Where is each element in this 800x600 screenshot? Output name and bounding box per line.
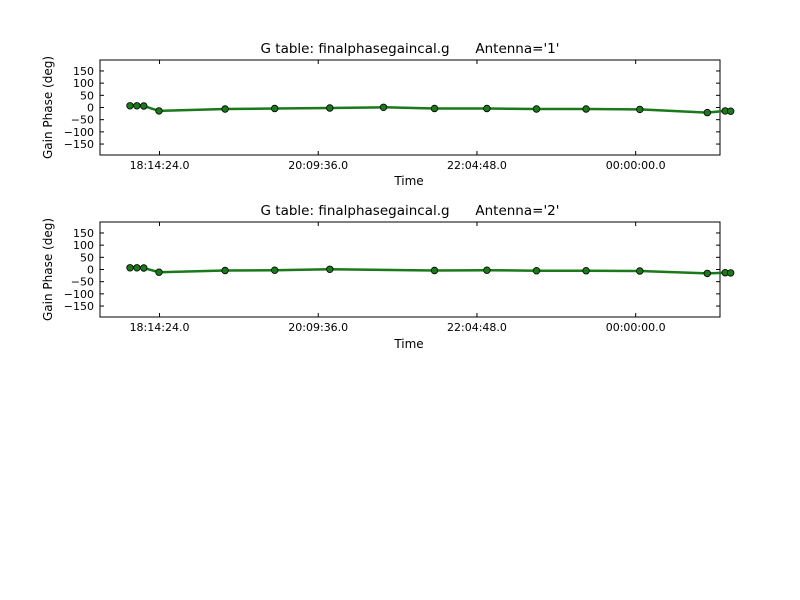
series-line — [130, 104, 731, 114]
subplot-antenna-2: G table: finalphasegaincal.g Antenna='2'… — [41, 203, 735, 351]
data-point — [326, 104, 334, 112]
x-tick-label: 18:14:24.0 — [130, 321, 190, 334]
y-tick-label: 0 — [87, 264, 94, 277]
data-point — [532, 267, 541, 275]
data-point — [140, 102, 148, 110]
x-tick-label: 00:00:00.0 — [606, 159, 666, 172]
x-tick-label: 20:09:36.0 — [288, 321, 348, 334]
x-axis-label: Time — [393, 174, 423, 188]
data-point — [483, 104, 491, 113]
data-point — [532, 105, 541, 113]
data-point — [326, 265, 334, 273]
data-point — [221, 105, 229, 113]
data-point — [271, 266, 279, 274]
data-point — [379, 103, 388, 111]
y-tick-label: 100 — [73, 77, 94, 90]
data-point — [430, 104, 439, 113]
data-series — [126, 102, 735, 117]
chart-title: G table: finalphasegaincal.g Antenna='1' — [261, 41, 560, 57]
y-tick-label: −50 — [71, 114, 94, 127]
y-tick-label: 150 — [73, 227, 94, 240]
data-point — [155, 107, 163, 115]
data-point — [636, 105, 644, 114]
data-point — [636, 267, 644, 275]
x-tick-label: 22:04:48.0 — [447, 159, 507, 172]
y-tick-label: −150 — [64, 138, 94, 151]
y-axis-label: Gain Phase (deg) — [41, 218, 55, 321]
data-point — [271, 104, 279, 113]
data-point — [483, 266, 491, 274]
y-axis-label: Gain Phase (deg) — [41, 56, 55, 159]
y-tick-label: 0 — [87, 102, 94, 115]
data-point — [582, 267, 590, 275]
data-point — [133, 264, 141, 272]
y-tick-label: −150 — [64, 300, 94, 313]
data-point — [140, 264, 148, 272]
data-point — [727, 107, 735, 115]
data-point — [727, 269, 735, 277]
data-point — [133, 102, 141, 110]
x-tick-label: 00:00:00.0 — [606, 321, 666, 334]
data-point — [221, 266, 229, 275]
y-tick-label: 50 — [80, 89, 94, 102]
x-tick-label: 20:09:36.0 — [288, 159, 348, 172]
x-tick-label: 22:04:48.0 — [447, 321, 507, 334]
chart-title: G table: finalphasegaincal.g Antenna='2' — [261, 203, 560, 219]
x-ticks: 18:14:24.0 20:09:36.0 22:04:48.0 00:00:00.0 — [130, 60, 666, 172]
subplot-antenna-1: G table: finalphasegaincal.g Antenna='1'… — [41, 41, 735, 188]
data-point — [582, 105, 590, 113]
data-series — [126, 264, 735, 278]
y-tick-label: −100 — [64, 126, 94, 139]
x-tick-label: 18:14:24.0 — [130, 159, 190, 172]
data-point — [155, 268, 163, 276]
data-point — [126, 264, 134, 272]
data-point — [126, 102, 134, 110]
y-tick-label: 150 — [73, 65, 94, 78]
data-point — [703, 108, 711, 117]
data-point — [430, 266, 439, 275]
y-tick-label: −100 — [64, 288, 94, 301]
y-tick-label: 100 — [73, 239, 94, 252]
x-ticks: 18:14:24.0 20:09:36.0 22:04:48.0 00:00:00.0 — [130, 222, 666, 334]
y-tick-label: −50 — [71, 276, 94, 289]
data-point — [703, 269, 711, 278]
y-tick-label: 50 — [80, 251, 94, 264]
x-axis-label: Time — [393, 337, 423, 351]
